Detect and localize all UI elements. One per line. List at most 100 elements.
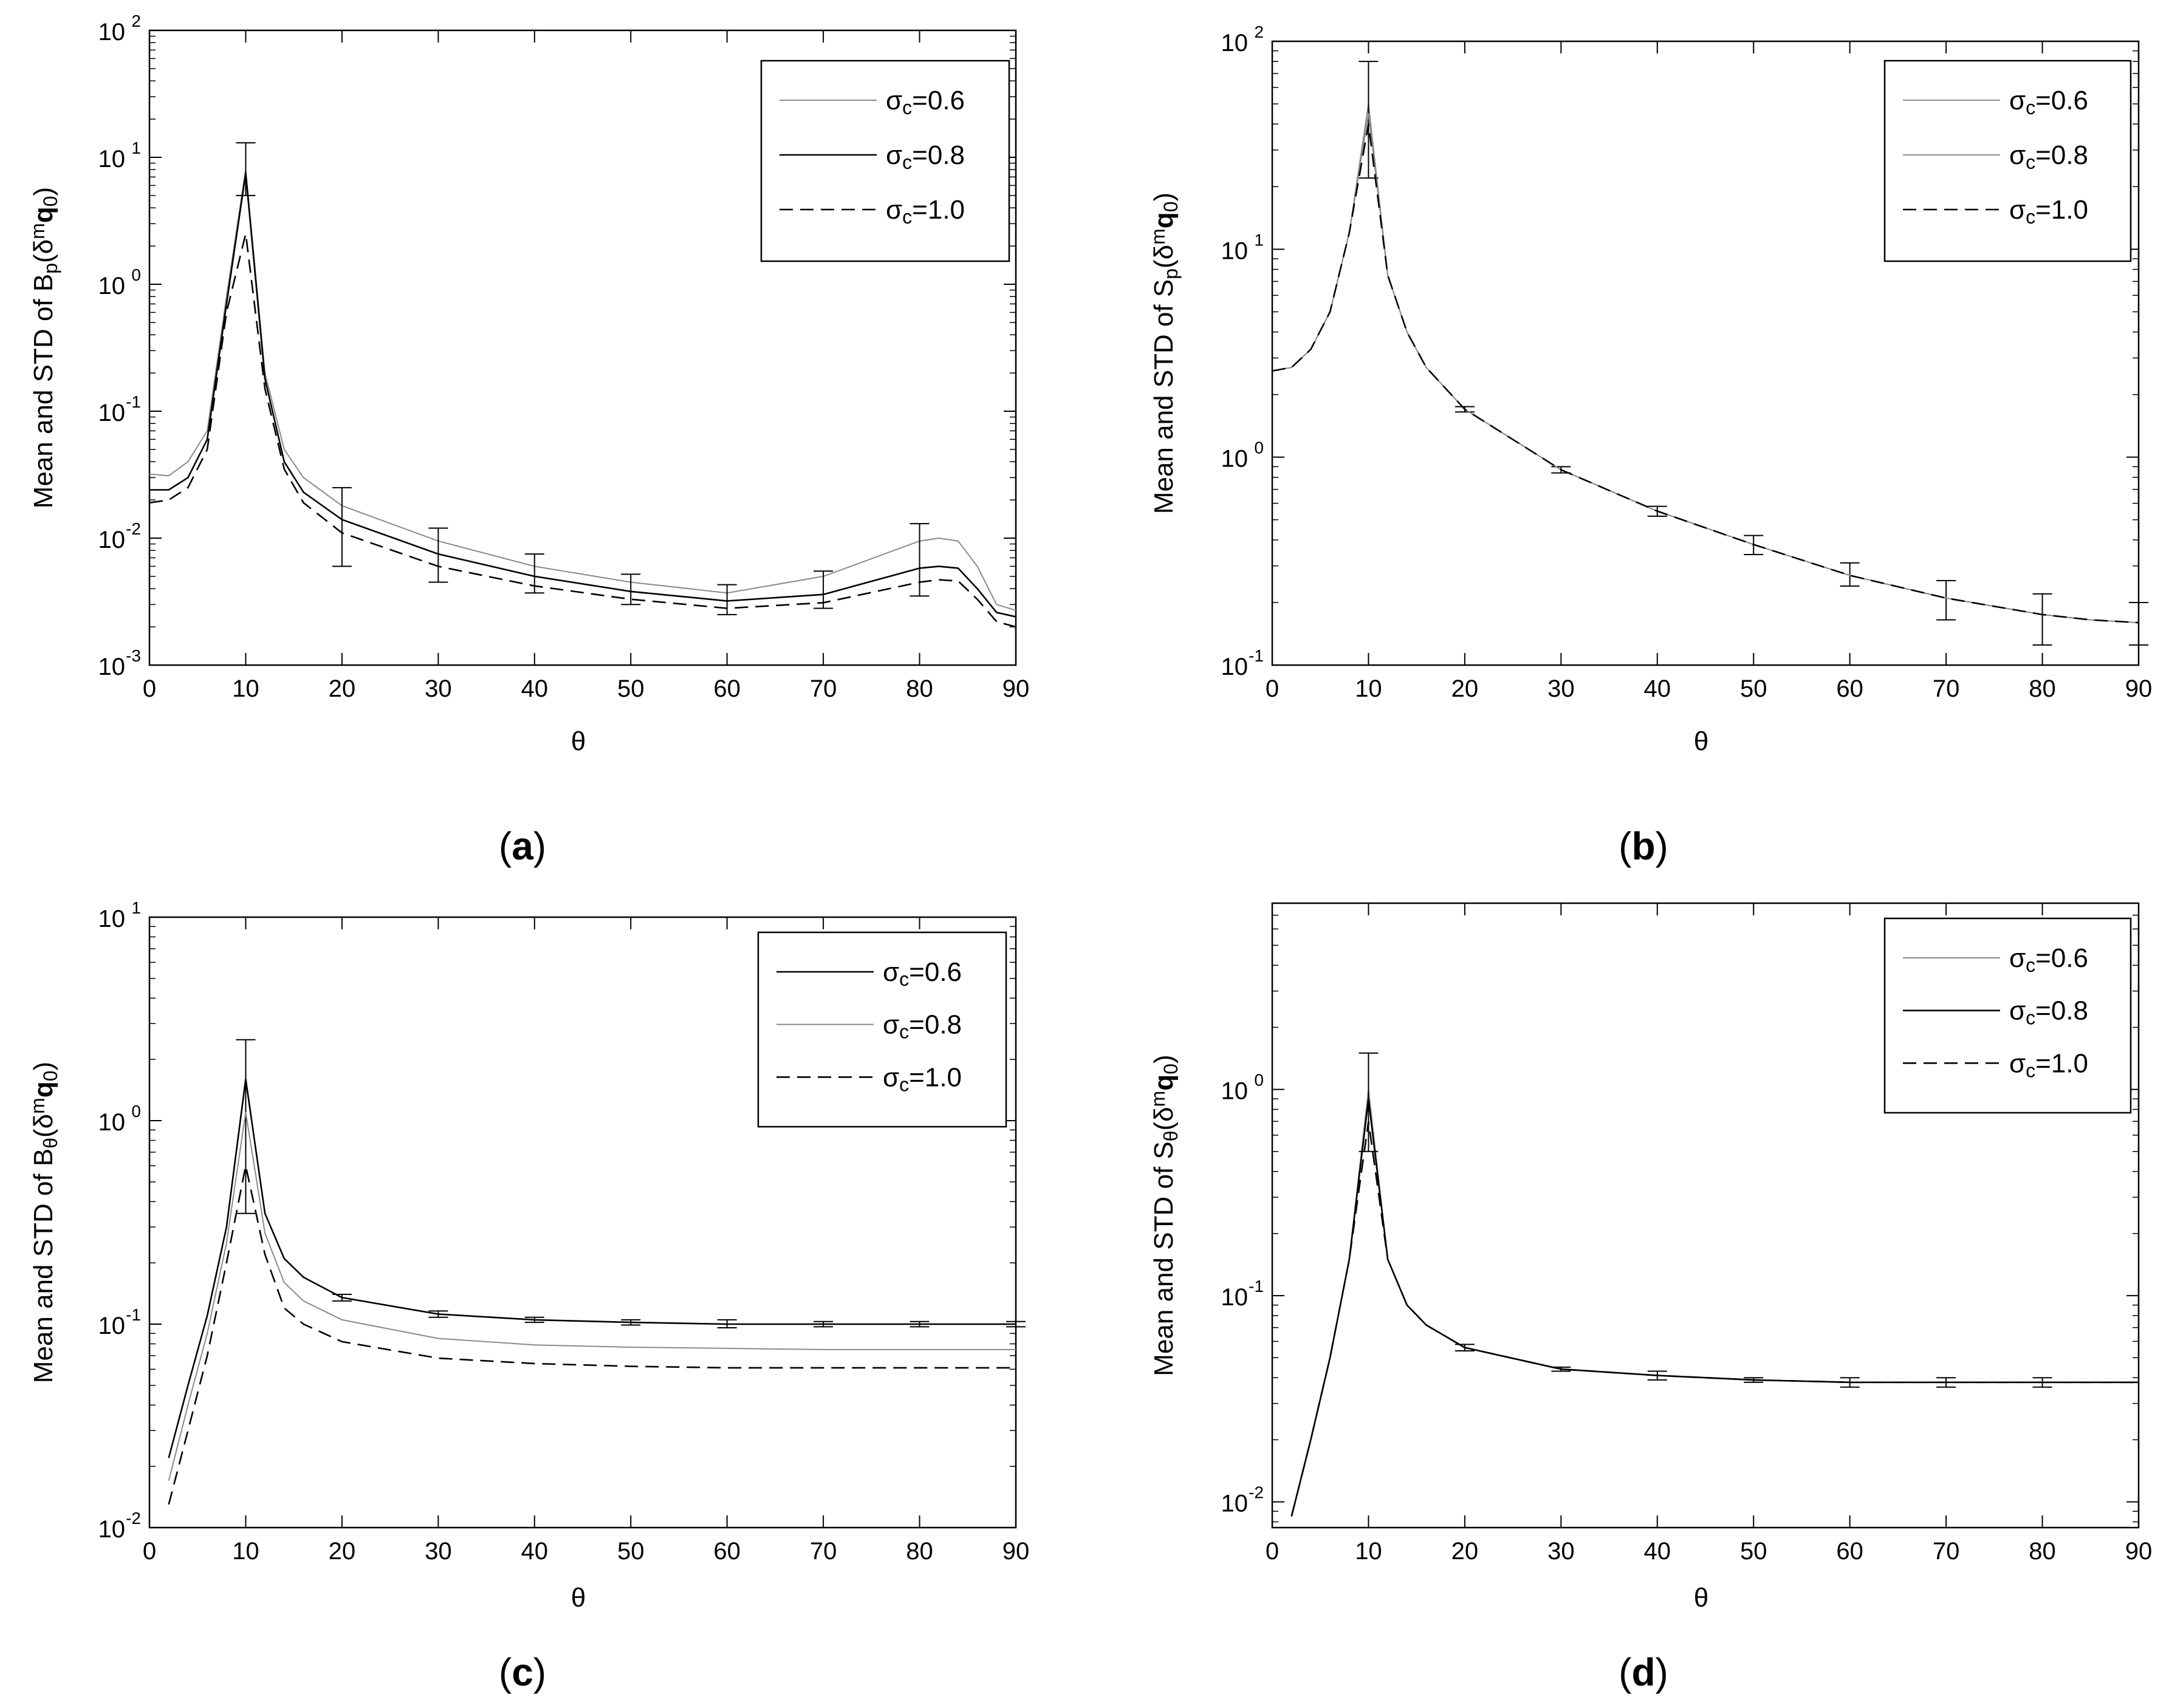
- x-tick-label: 10: [1355, 675, 1382, 702]
- x-tick-label: 50: [1740, 1538, 1767, 1565]
- y-tick-exponent: -1: [1249, 646, 1264, 665]
- x-tick-label: 80: [2029, 675, 2056, 702]
- series-line-3: [1290, 1121, 2139, 1517]
- y-tick-exponent: 1: [131, 138, 141, 157]
- legend-sub: c: [2026, 97, 2035, 118]
- y-tick-label: 10: [98, 1313, 126, 1339]
- y-label-sup: m: [1147, 228, 1169, 245]
- y-tick-exponent: -1: [1249, 1277, 1264, 1296]
- y-label-sub: 0: [1160, 1064, 1182, 1074]
- legend-sigma: σ: [883, 1062, 899, 1092]
- y-tick-label: 10: [1221, 1491, 1249, 1517]
- y-label-text: (δ: [29, 239, 58, 263]
- plot-frame: [1271, 40, 2140, 666]
- y-tick-label: 10: [1221, 654, 1249, 680]
- x-tick-label: 80: [906, 675, 933, 702]
- y-label-sub: 0: [1160, 201, 1182, 212]
- x-tick-label: 60: [1836, 1538, 1863, 1565]
- y-tick-label: 10: [98, 654, 126, 680]
- y-label-bold: q: [29, 1081, 58, 1098]
- y-label-text: (δ: [1149, 1107, 1179, 1130]
- legend-value: =1.0: [912, 195, 965, 225]
- y-tick-label: 10: [98, 400, 126, 426]
- panel-caption: (b): [1619, 824, 1668, 868]
- x-axis-label: θ: [571, 726, 586, 756]
- legend-label: σc=1.0: [883, 1062, 962, 1095]
- x-tick-label: 20: [1451, 675, 1479, 702]
- x-tick-label: 10: [232, 1538, 259, 1565]
- legend-sigma: σ: [2009, 943, 2026, 973]
- panel-c: θ (c) 10 -210 -110 010 10 10 20 30 40 50 60 70 80 90M…: [27, 898, 1029, 1694]
- x-tick-label: 80: [2029, 1538, 2056, 1565]
- legend-label: σc=0.6: [886, 86, 965, 118]
- y-tick-label: 10: [1221, 30, 1249, 56]
- x-tick-label: 70: [810, 1538, 837, 1565]
- legend-sub: c: [2026, 1059, 2035, 1081]
- y-tick-label: 10: [98, 527, 126, 553]
- legend-label: σc=0.8: [2009, 996, 2088, 1029]
- x-tick-label: 70: [1933, 1538, 1960, 1565]
- y-label-text: ): [1149, 1054, 1179, 1064]
- legend-label: σc=1.0: [2009, 195, 2088, 228]
- legend-sub: c: [2026, 954, 2035, 976]
- legend-value: =0.6: [2035, 943, 2088, 973]
- panel-caption: (d): [1619, 1650, 1668, 1694]
- x-tick-label: 0: [1266, 675, 1279, 702]
- legend-value: =0.6: [2035, 86, 2088, 115]
- legend-label: σc=1.0: [2009, 1048, 2088, 1081]
- plot-frame: [1271, 902, 2140, 1529]
- legend-sub: c: [2026, 151, 2035, 173]
- legend-sigma: σ: [886, 140, 902, 170]
- y-tick-label: 10: [98, 1516, 126, 1543]
- x-tick-label: 0: [1266, 1538, 1279, 1565]
- x-tick-label: 40: [521, 1538, 549, 1565]
- legend-sigma: σ: [883, 1010, 899, 1040]
- x-axis-label: θ: [571, 1583, 586, 1613]
- legend-sub: c: [2026, 206, 2035, 228]
- x-tick-label: 90: [1002, 1538, 1030, 1565]
- y-axis-label: Mean and STD of Sp(δmq0): [1147, 193, 1182, 514]
- y-tick-exponent: 0: [131, 265, 141, 284]
- y-tick-exponent: 1: [1254, 230, 1264, 249]
- y-tick-label: 10: [1221, 446, 1249, 473]
- series-line-3: [168, 1166, 1016, 1505]
- x-tick-label: 70: [1933, 675, 1960, 702]
- legend-label: σc=0.8: [2009, 140, 2088, 173]
- y-label-text: Mean and STD of B: [29, 1149, 58, 1383]
- legend-label: σc=1.0: [886, 195, 965, 228]
- legend-sigma: σ: [2009, 1048, 2026, 1078]
- legend-sub: c: [2026, 1007, 2035, 1029]
- legend-value: =0.8: [2035, 140, 2088, 170]
- x-tick-label: 20: [329, 675, 356, 702]
- legend-sub: c: [902, 206, 912, 228]
- series-line-2: [168, 1112, 1016, 1481]
- y-tick-label: 10: [98, 146, 126, 173]
- x-tick-label: 60: [713, 675, 741, 702]
- x-tick-label: 40: [1644, 675, 1671, 702]
- y-tick-label: 10: [1221, 1284, 1249, 1311]
- panel-letter: b: [1631, 824, 1655, 868]
- x-axis-label: θ: [1694, 726, 1708, 756]
- y-label-text: ): [1149, 193, 1179, 202]
- legend-label: σc=0.6: [883, 957, 962, 990]
- y-label-text: ): [29, 187, 58, 196]
- y-label-sub: p: [1160, 268, 1182, 279]
- y-axis-label: Mean and STD of Bp(δmq0): [27, 187, 61, 508]
- y-label-text: Mean and STD of B: [29, 274, 58, 508]
- y-tick-label: 10: [1221, 237, 1249, 264]
- y-axis-label: Mean and STD of Bθ(δmq0): [27, 1062, 61, 1383]
- x-tick-label: 20: [329, 1538, 356, 1565]
- panel-caption: (c): [499, 1650, 546, 1694]
- x-tick-label: 0: [143, 675, 156, 702]
- x-tick-label: 90: [2125, 675, 2153, 702]
- y-tick-label: 10: [98, 906, 126, 932]
- legend-sigma: σ: [886, 195, 902, 225]
- y-tick-exponent: 0: [1254, 439, 1264, 457]
- x-tick-label: 60: [1836, 675, 1863, 702]
- series-line-3: [149, 233, 1016, 628]
- y-tick-exponent: 0: [1254, 1071, 1264, 1090]
- y-label-text: ): [29, 1062, 58, 1071]
- y-label-bold: q: [1149, 212, 1179, 228]
- y-label-text: Mean and STD of S: [1149, 1141, 1179, 1376]
